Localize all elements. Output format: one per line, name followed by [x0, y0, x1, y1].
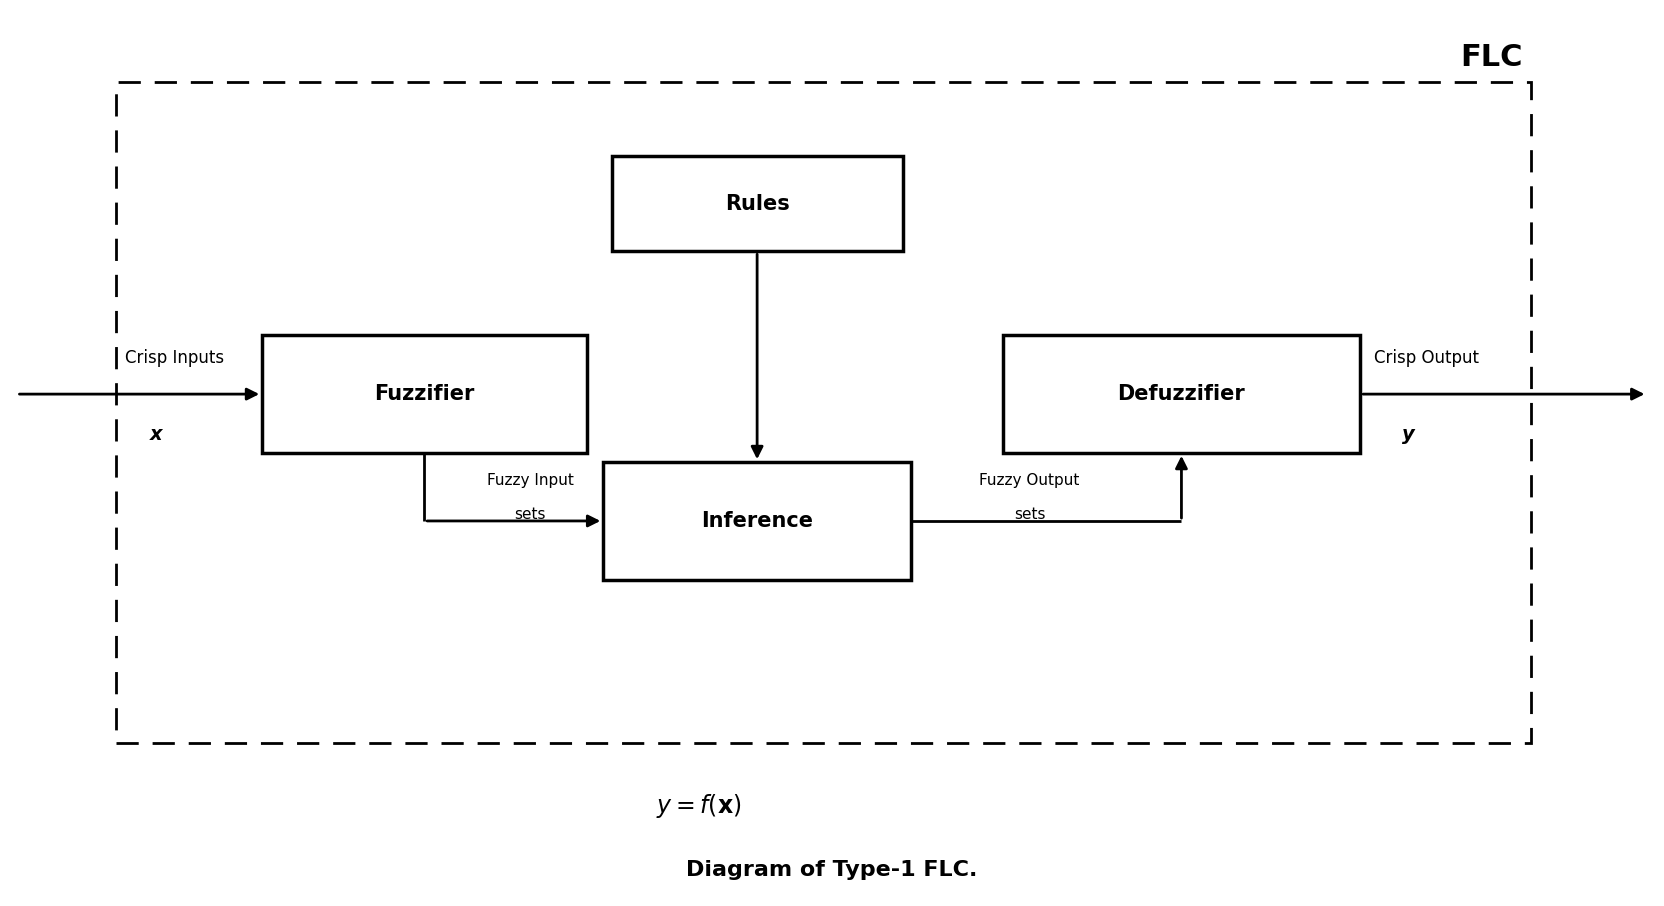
Text: y: y — [1401, 426, 1414, 444]
FancyBboxPatch shape — [263, 335, 586, 453]
Text: x: x — [150, 426, 163, 444]
FancyBboxPatch shape — [1002, 335, 1359, 453]
Text: Rules: Rules — [726, 194, 789, 214]
Text: FLC: FLC — [1459, 43, 1523, 72]
Text: Inference: Inference — [701, 511, 814, 531]
FancyBboxPatch shape — [612, 156, 902, 251]
Text: sets: sets — [514, 507, 546, 522]
Text: Crisp Inputs: Crisp Inputs — [125, 349, 225, 367]
FancyBboxPatch shape — [604, 462, 912, 580]
Text: $y = f(\mathbf{x})$: $y = f(\mathbf{x})$ — [656, 793, 742, 820]
Text: Diagram of Type-1 FLC.: Diagram of Type-1 FLC. — [686, 860, 978, 880]
Text: Crisp Output: Crisp Output — [1373, 349, 1479, 367]
Text: Fuzzy Input: Fuzzy Input — [488, 473, 574, 487]
Text: sets: sets — [1013, 507, 1045, 522]
Text: Fuzzy Output: Fuzzy Output — [980, 473, 1080, 487]
Text: Defuzzifier: Defuzzifier — [1118, 384, 1245, 404]
Text: Fuzzifier: Fuzzifier — [374, 384, 474, 404]
